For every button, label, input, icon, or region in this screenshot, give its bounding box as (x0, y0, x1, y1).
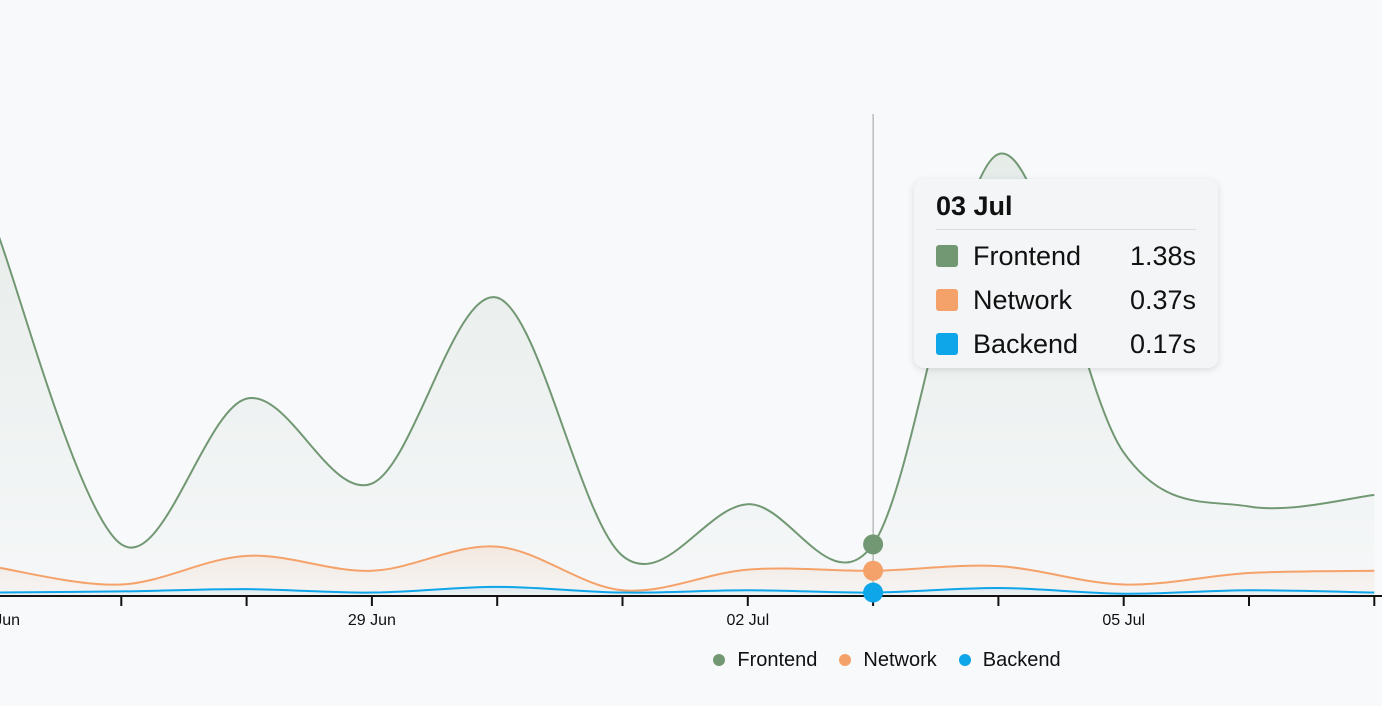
frontend-dot-icon (713, 654, 726, 666)
chart-tooltip: 03 Jul Frontend 1.38s Network 0.37s Back… (914, 179, 1218, 368)
tooltip-series-name: Frontend (973, 240, 1082, 271)
tooltip-series-name: Network (973, 284, 1073, 315)
legend-label: Network (863, 648, 937, 671)
backend-swatch-icon (936, 333, 958, 355)
legend-label: Frontend (737, 648, 818, 671)
backend-line[interactable] (0, 585, 1375, 595)
network-area (0, 546, 1375, 596)
backend-hover-point[interactable] (863, 582, 884, 603)
legend-item-network[interactable]: Network (839, 646, 937, 674)
network-hover-point[interactable] (863, 560, 884, 581)
x-tick-label: 02 Jul (726, 612, 769, 629)
tooltip-series-name: Backend (973, 328, 1079, 359)
tooltip-row-network: Network 0.37s (936, 278, 1196, 322)
chart-legend: Frontend Network Backend (0, 646, 1382, 674)
x-tick-label: 26 Jun (0, 612, 20, 629)
x-tick-label: 29 Jun (348, 612, 396, 629)
tooltip-series-value: 0.17s (1129, 328, 1196, 359)
frontend-line[interactable] (0, 152, 1375, 565)
backend-dot-icon (958, 654, 971, 666)
tooltip-row-frontend: Frontend 1.38s (936, 234, 1196, 278)
tooltip-title: 03 Jul (936, 191, 1196, 230)
tooltip-row-backend: Backend 0.17s (936, 322, 1196, 366)
tooltip-series-value: 1.38s (1129, 240, 1196, 271)
network-line[interactable] (0, 545, 1375, 592)
legend-label: Backend (982, 648, 1061, 671)
frontend-swatch-icon (936, 245, 958, 267)
frontend-hover-point[interactable] (863, 534, 884, 555)
network-dot-icon (839, 654, 852, 666)
x-tick-label: 05 Jul (1102, 612, 1145, 629)
network-swatch-icon (936, 289, 958, 311)
tooltip-series-value: 0.37s (1129, 284, 1196, 315)
legend-item-backend[interactable]: Backend (958, 646, 1061, 674)
legend-item-frontend[interactable]: Frontend (713, 646, 817, 674)
